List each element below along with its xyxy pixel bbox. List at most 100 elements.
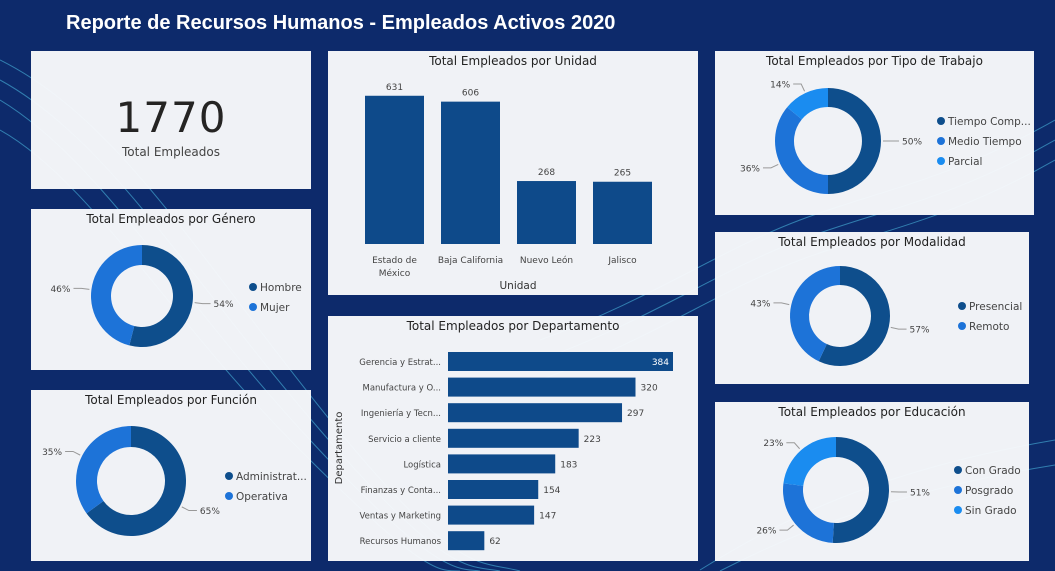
departamento-category-label-3: Servicio a cliente	[368, 435, 441, 445]
funcion-slice-0[interactable]	[86, 426, 187, 536]
departamento-bar-5[interactable]	[448, 480, 539, 499]
funcion-legend-marker-1	[225, 492, 233, 500]
modalidad-leader-1	[773, 302, 790, 306]
kpi-label: Total Empleados	[121, 145, 220, 159]
departamento-value-label-4: 183	[560, 460, 577, 470]
unidad-category-label-2: Nuevo León	[520, 255, 573, 266]
departamento-bar-1[interactable]	[448, 377, 636, 397]
genero-card: Total Empleados por Género 54% Hombre 46% M…	[31, 209, 311, 370]
educacion-leader-1	[779, 524, 794, 531]
departamento-category-label-2: Ingeniería y Tecn...	[361, 409, 441, 419]
educacion-pct-label-1: 26%	[756, 527, 776, 537]
departamento-value-label-7: 62	[489, 537, 500, 547]
funcion-slice-1[interactable]	[76, 426, 131, 514]
funcion-donut-chart: 65% Administrat... 35% Operativa	[42, 426, 307, 536]
departamento-bar-0[interactable]	[448, 352, 673, 371]
genero-slice-1[interactable]	[91, 245, 142, 346]
unidad-category-label-0: Estado de	[372, 256, 417, 266]
unidad-value-label-3: 265	[614, 169, 631, 179]
departamento-axis-label: Departamento	[334, 412, 345, 485]
unidad-bar-0[interactable]	[365, 95, 424, 244]
tipo-legend-label-1[interactable]: Medio Tiempo	[948, 136, 1022, 148]
departamento-title: Total Empleados por Departamento	[406, 319, 620, 333]
departamento-value-label-6: 147	[539, 512, 556, 522]
educacion-legend-label-2[interactable]: Sin Grado	[965, 505, 1017, 517]
tipo-leader-1	[762, 163, 779, 169]
funcion-pct-label-1: 35%	[42, 448, 62, 458]
unidad-value-label-2: 268	[538, 168, 555, 178]
departamento-category-label-1: Manufactura y O...	[362, 384, 441, 394]
funcion-legend-label-1[interactable]: Operativa	[236, 491, 288, 503]
genero-pct-label-0: 54%	[214, 300, 234, 310]
departamento-bar-7[interactable]	[448, 531, 485, 551]
tipo-pct-label-0: 50%	[902, 138, 922, 148]
tipo-title: Total Empleados por Tipo de Trabajo	[766, 54, 983, 68]
unidad-category-label-0-line2: México	[379, 268, 411, 279]
educacion-legend-label-0[interactable]: Con Grado	[965, 465, 1021, 477]
funcion-legend-label-0[interactable]: Administrat...	[236, 471, 307, 483]
tipo-legend-label-2[interactable]: Parcial	[948, 156, 982, 168]
tipo-pct-label-2: 14%	[770, 80, 790, 90]
kpi-value: 1770	[115, 93, 227, 142]
modalidad-card: Total Empleados por Modalidad 57% Presenc…	[715, 232, 1029, 384]
modalidad-slice-0[interactable]	[818, 266, 890, 366]
educacion-legend-label-1[interactable]: Posgrado	[965, 485, 1013, 497]
modalidad-legend-label-1[interactable]: Remoto	[969, 321, 1009, 333]
genero-legend-label-0[interactable]: Hombre	[260, 282, 302, 294]
tipo-slice-2[interactable]	[787, 88, 828, 120]
tipo-leader-2	[793, 83, 806, 92]
report-title: Reporte de Recursos Humanos - Empleados …	[66, 12, 616, 34]
educacion-pct-label-0: 51%	[910, 488, 930, 498]
kpi-card: 1770 Total Empleados	[31, 51, 311, 189]
funcion-pct-label-0: 65%	[200, 507, 220, 517]
unidad-bar-3[interactable]	[593, 181, 652, 244]
educacion-slice-0[interactable]	[832, 437, 889, 543]
departamento-bar-3[interactable]	[448, 428, 579, 448]
unidad-value-label-1: 606	[462, 89, 479, 99]
modalidad-legend-marker-0	[958, 302, 966, 310]
educacion-slice-1[interactable]	[783, 483, 834, 543]
educacion-donut-chart: 51% Con Grado 26% Posgrado 23% Sin Grado	[756, 437, 1021, 543]
departamento-bar-4[interactable]	[448, 454, 556, 474]
modalidad-pct-label-1: 43%	[750, 299, 770, 309]
genero-legend-marker-0	[249, 283, 257, 291]
genero-legend-marker-1	[249, 303, 257, 311]
funcion-card: Total Empleados por Función 65% Administr…	[31, 390, 311, 561]
unidad-bar-1[interactable]	[441, 101, 500, 244]
modalidad-donut-chart: 57% Presencial 43% Remoto	[750, 266, 1022, 366]
tipo-slice-1[interactable]	[775, 107, 828, 194]
tipo-slice-0[interactable]	[828, 88, 881, 194]
departamento-card: Total Empleados por Departamento 384 Gere…	[328, 316, 698, 561]
departamento-category-label-5: Finanzas y Conta...	[361, 486, 441, 496]
modalidad-legend-marker-1	[958, 322, 966, 330]
educacion-pct-label-2: 23%	[763, 439, 783, 449]
modalidad-leader-0	[890, 326, 907, 330]
departamento-category-label-0: Gerencia y Estrat...	[359, 358, 441, 368]
tipo-card: Total Empleados por Tipo de Trabajo 50% T…	[715, 51, 1034, 215]
educacion-leader-2	[786, 442, 801, 450]
unidad-bar-2[interactable]	[517, 181, 576, 244]
unidad-value-label-0: 631	[386, 83, 403, 93]
modalidad-legend-label-0[interactable]: Presencial	[969, 301, 1022, 313]
modalidad-slice-1[interactable]	[790, 266, 840, 362]
genero-leader-0	[194, 302, 211, 305]
educacion-slice-2[interactable]	[783, 437, 836, 486]
educacion-legend-marker-2	[954, 506, 962, 514]
departamento-bar-6[interactable]	[448, 505, 535, 525]
departamento-value-label-3: 223	[584, 435, 601, 445]
tipo-donut-chart: 50% Tiempo Comp... 36% Medio Tiempo 14% Parci…	[740, 80, 1031, 194]
tipo-pct-label-1: 36%	[740, 164, 760, 174]
educacion-card: Total Empleados por Educación 51% Con Gra…	[715, 402, 1029, 561]
genero-slice-0[interactable]	[129, 245, 194, 347]
unidad-card: Total Empleados por Unidad 631 Estado de M…	[328, 51, 698, 295]
funcion-title: Total Empleados por Función	[85, 393, 257, 407]
educacion-legend-marker-1	[954, 486, 962, 494]
genero-donut-chart: 54% Hombre 46% Mujer	[50, 245, 302, 347]
departamento-bar-2[interactable]	[448, 403, 623, 423]
tipo-legend-marker-2	[937, 157, 945, 165]
unidad-bar-chart: 631 Estado de México 606 Baja California 268 N…	[365, 83, 652, 292]
genero-legend-label-1[interactable]: Mujer	[260, 302, 290, 314]
departamento-value-label-5: 154	[543, 486, 560, 496]
tipo-legend-label-0[interactable]: Tiempo Comp...	[947, 116, 1031, 128]
unidad-category-label-1: Baja California	[438, 256, 503, 266]
